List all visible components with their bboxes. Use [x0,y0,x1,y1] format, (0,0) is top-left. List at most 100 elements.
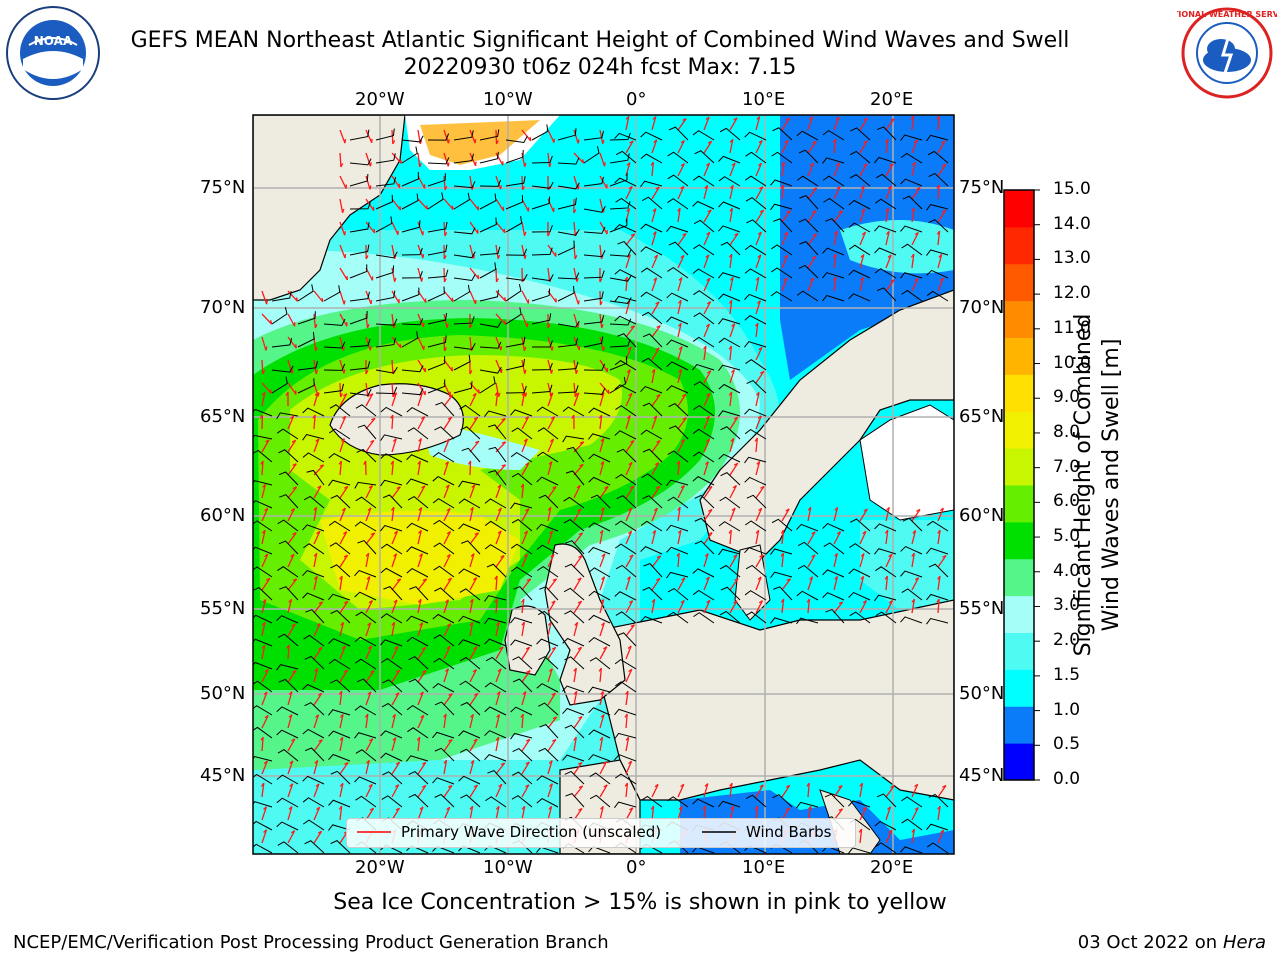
wind-barb [642,586,663,601]
wave-arrow [677,300,682,315]
wave-arrow [417,762,427,775]
wave-arrow-head [708,485,713,489]
wave-arrow-head [887,806,891,810]
colorbar-segment [1004,485,1034,523]
wave-arrow [625,645,632,660]
wave-arrow-head [811,554,816,558]
colorbar-tick-label: 14.0 [1053,213,1091,234]
wave-arrow [885,600,894,614]
wave-arrow-head [523,553,528,558]
wind-barb [349,291,370,302]
wave-arrow-head [757,576,762,581]
wave-arrow [755,162,763,177]
wind-barb [458,523,481,532]
wave-arrow-head [339,713,344,718]
wind-barb [562,707,585,716]
wave-arrow [885,139,889,154]
wave-arrow-head [263,829,267,833]
wave-arrow [599,553,606,568]
wind-barb [614,659,637,670]
wind-barb [745,520,767,532]
wave-arrow [339,806,343,821]
wind-barb [459,404,481,417]
wave-arrow [729,185,734,200]
wave-arrow-head [494,391,499,396]
wave-arrow [443,554,451,568]
wind-barb [505,336,526,348]
wave-arrow [339,198,344,213]
wave-arrow [573,555,583,568]
wave-arrow-head [420,714,425,719]
wave-arrow [547,668,553,683]
wave-arrow [287,415,295,430]
wave-arrow-head [708,532,713,535]
wave-arrow-head [625,690,629,695]
wind-barb [406,704,429,716]
wave-arrow-head [286,644,290,649]
wave-arrow-head [494,598,498,603]
wind-barb [609,356,628,371]
wind-barb [590,494,611,509]
wave-arrow-head [338,690,343,695]
wave-arrow-head [288,806,293,810]
wave-arrow-head [369,738,374,742]
wave-arrow [833,139,837,154]
wave-arrow-head [733,117,738,121]
wave-arrow [313,313,316,328]
wave-arrow-head [341,208,345,213]
wind-barb [303,543,325,555]
wind-barb [926,593,949,601]
wind-barb [617,240,637,256]
wave-arrow-head [448,784,453,788]
wave-arrow-head [292,532,297,535]
wave-arrow [599,714,605,729]
wave-arrow [755,277,760,292]
wave-arrow-head [343,393,348,397]
wave-arrow [521,313,528,328]
wave-arrow [261,359,264,375]
wave-arrow-head [860,254,865,258]
wind-barb [278,471,299,486]
legend-item-wave: Primary Wave Direction (unscaled) [357,823,661,841]
wave-arrow-head [630,624,635,628]
wind-barb [849,543,871,555]
wave-arrow [417,806,424,821]
wind-barb [668,403,689,417]
wave-arrow [651,186,660,200]
wave-arrow [833,576,839,591]
wave-arrow-head [598,414,603,419]
wind-barb [796,590,819,601]
wave-arrow [417,382,426,396]
wave-arrow-head [652,116,657,120]
wave-arrow-head [835,116,840,121]
lat-label-right-75n: 75°N [959,177,1005,198]
wave-arrow-head [780,529,785,534]
wind-barb [383,586,403,601]
wind-barb [375,337,396,348]
wave-arrow-head [575,369,579,375]
wave-arrow-head [364,713,369,718]
wave-arrow [885,806,892,821]
wind-barb [744,547,767,555]
wave-arrow-head [656,325,661,329]
wind-barb [770,617,793,624]
wind-barb [510,502,533,509]
wave-arrow [313,692,323,706]
wind-barb [355,496,377,509]
wind-barb [276,774,299,785]
wave-arrow-head [524,254,527,259]
wave-arrow-head [602,346,605,351]
wave-arrow-head [495,621,500,626]
wave-arrow-head [651,368,656,373]
wave-arrow [339,244,346,259]
wave-arrow [495,382,500,397]
wave-arrow-head [806,782,810,787]
wave-arrow [807,187,818,200]
wave-arrow [729,208,734,223]
wind-barb [640,520,663,532]
wind-barb [459,680,481,693]
wave-arrow-head [680,254,685,259]
wind-barb [772,794,793,808]
wave-arrow-head [705,576,710,581]
wind-barb [531,155,553,164]
